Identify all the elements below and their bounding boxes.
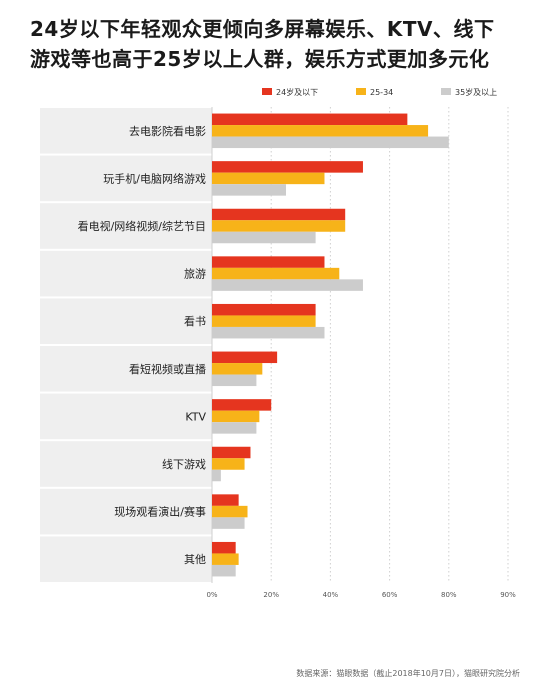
chart-title-line-1: 24岁以下年轻观众更倾向多屏幕娱乐、KTV、线下 (30, 17, 495, 41)
bar-under24 (212, 541, 236, 554)
bar-25-34 (212, 363, 263, 375)
bar-35plus (212, 136, 449, 149)
bar-under24 (212, 399, 272, 411)
bar-under24 (212, 446, 251, 459)
legend-swatch (356, 88, 366, 95)
bar-25-34 (212, 505, 248, 518)
category-row-band (40, 108, 212, 154)
chart-title-line-2: 游戏等也高于25岁以上人群，娱乐方式更加多元化 (30, 47, 490, 71)
bar-25-34 (212, 315, 316, 327)
category-row-band (40, 250, 212, 297)
x-tick-label: 80% (441, 591, 457, 599)
bar-25-34 (212, 458, 245, 470)
category-label: 看电视/网络视频/综艺节目 (78, 219, 206, 233)
bar-under24 (212, 161, 363, 173)
bar-under24 (212, 113, 408, 126)
x-tick-label: 60% (382, 591, 398, 599)
bar-25-34 (212, 267, 340, 280)
bar-25-34 (212, 172, 325, 185)
legend-label: 24岁及以下 (276, 87, 318, 97)
bar-25-34 (212, 220, 346, 232)
category-row-band (40, 155, 212, 202)
category-label: 现场观看演出/赛事 (114, 505, 206, 519)
legend-label: 35岁及以上 (455, 87, 497, 97)
category-row-band (40, 441, 212, 487)
data-source-note: 数据来源：猫眼数据（截止2018年10月7日），猫眼研究院分析 (296, 669, 520, 678)
bar-35plus (212, 184, 286, 196)
category-label: 线下游戏 (162, 457, 206, 471)
category-label: KTV (185, 410, 206, 423)
chart-title: 24岁以下年轻观众更倾向多屏幕娱乐、KTV、线下 游戏等也高于25岁以上人群，娱… (30, 14, 530, 74)
bar-under24 (212, 256, 325, 268)
bar-under24 (212, 303, 316, 316)
category-label: 旅游 (184, 267, 206, 281)
category-row-band (40, 346, 212, 392)
bar-25-34 (212, 553, 239, 565)
bar-25-34 (212, 125, 429, 137)
bar-35plus (212, 469, 221, 482)
x-tick-label: 0% (206, 591, 217, 599)
bar-35plus (212, 231, 316, 244)
bar-35plus (212, 374, 257, 387)
bar-35plus (212, 326, 325, 339)
x-tick-label: 40% (323, 591, 339, 599)
category-label: 其他 (184, 553, 206, 566)
legend-label: 25-34 (370, 88, 393, 97)
bar-under24 (212, 208, 346, 221)
legend-swatch (441, 88, 451, 95)
legend-swatch (262, 88, 272, 95)
bar-35plus (212, 279, 363, 291)
category-row-band (40, 488, 212, 535)
bar-under24 (212, 494, 239, 506)
category-label: 去电影院看电影 (129, 124, 206, 138)
bar-35plus (212, 517, 245, 529)
category-row-band (40, 298, 212, 344)
x-tick-label: 90% (500, 591, 516, 599)
category-row-band (40, 203, 212, 249)
x-tick-label: 20% (263, 591, 279, 599)
category-label: 看书 (184, 314, 206, 328)
category-row-band (40, 393, 212, 440)
bar-25-34 (212, 410, 260, 423)
category-label: 玩手机/电脑网络游戏 (103, 171, 206, 185)
category-label: 看短视频或直播 (129, 362, 206, 376)
bar-35plus (212, 422, 257, 434)
category-row-band (40, 536, 212, 582)
bar-35plus (212, 564, 236, 577)
bar-under24 (212, 351, 278, 364)
